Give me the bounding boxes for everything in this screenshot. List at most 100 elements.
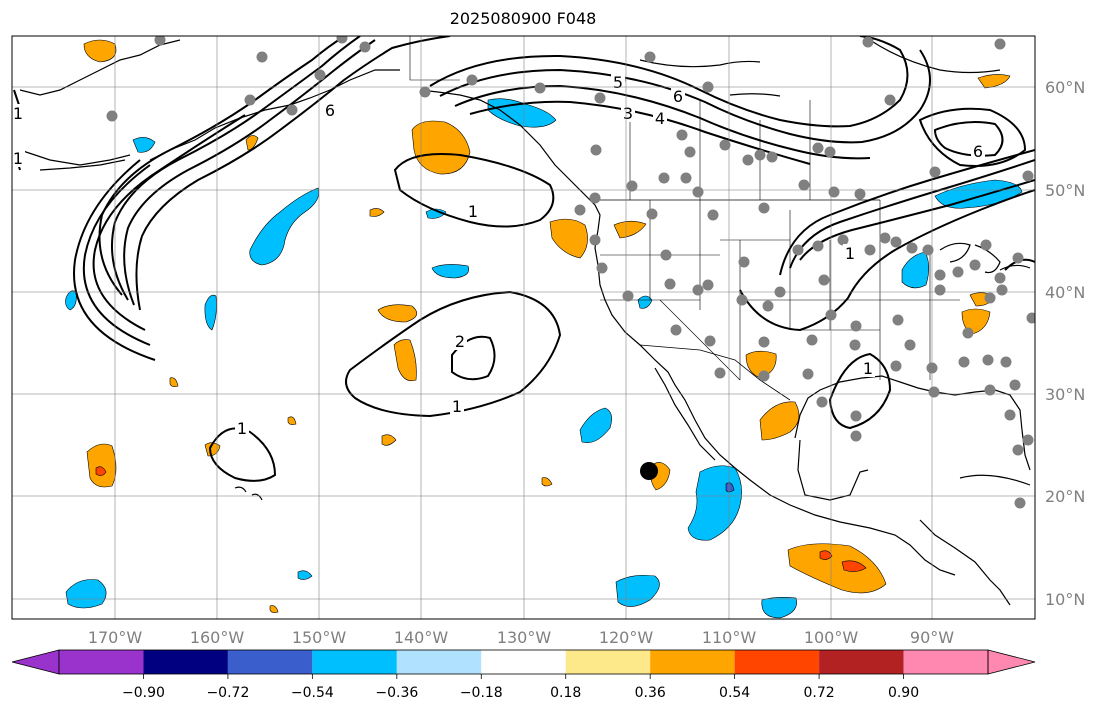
station-dot xyxy=(818,274,830,286)
station-dot xyxy=(590,144,602,156)
contour-line xyxy=(439,49,931,144)
station-dot xyxy=(816,396,828,408)
station-dot xyxy=(828,186,840,198)
strong-positive-patch xyxy=(95,466,107,476)
station-dot xyxy=(1009,379,1021,391)
station-dot xyxy=(934,284,946,296)
station-dot xyxy=(359,41,371,53)
colorbar-segment xyxy=(227,650,313,674)
station-dot xyxy=(574,204,586,216)
station-dot xyxy=(707,209,719,221)
positive-patch xyxy=(377,304,418,323)
longitude-label: 150°W xyxy=(292,628,347,647)
station-dot xyxy=(890,360,902,372)
contour-label: 1 xyxy=(13,104,23,123)
station-dot xyxy=(154,36,166,46)
contour-line xyxy=(789,159,1035,269)
colorbar-tick-label: −0.90 xyxy=(122,685,165,701)
positive-patch xyxy=(245,135,259,151)
station-dot xyxy=(906,242,918,254)
contour-label-background xyxy=(611,73,625,91)
station-dot xyxy=(1012,252,1024,264)
positive-patch xyxy=(83,39,117,63)
positive-patch xyxy=(549,218,588,259)
station-dot xyxy=(244,94,256,106)
longitude-labels: 170°W 160°W 150°W 140°W 130°W 120°W 110°W 100°W… xyxy=(88,628,954,647)
longitude-label: 100°W xyxy=(804,628,859,647)
station-dot xyxy=(864,244,876,256)
station-dot xyxy=(980,239,992,251)
contour-label: 1 xyxy=(237,419,247,438)
latitude-label: 50°N xyxy=(1045,181,1085,200)
colorbar-tick-label: −0.54 xyxy=(291,685,334,701)
contour-label: 6 xyxy=(973,142,983,161)
graticule xyxy=(12,36,1035,619)
negative-patch xyxy=(249,187,319,266)
contour-label-background xyxy=(621,104,635,122)
station-dot xyxy=(798,179,810,191)
latitude-labels: 10°N 20°N 30°N 40°N 50°N 60°N xyxy=(1045,78,1085,609)
positive-patch xyxy=(541,477,553,487)
station-dot xyxy=(736,294,748,306)
station-dot xyxy=(929,166,941,178)
station-dot xyxy=(719,139,731,151)
station-dot xyxy=(884,94,896,106)
station-dot xyxy=(802,368,814,380)
contour-label: 5 xyxy=(613,73,623,92)
station-dot xyxy=(596,262,608,274)
positive-patch xyxy=(411,120,471,175)
station-dot xyxy=(314,69,326,81)
station-dot xyxy=(806,334,818,346)
contour-label: 4 xyxy=(655,109,665,128)
station-dot xyxy=(589,192,601,204)
contour-label-background xyxy=(843,244,857,262)
station-dot xyxy=(958,356,970,368)
colorbar-segment xyxy=(396,650,482,674)
contour-label-background xyxy=(466,202,480,220)
map-background xyxy=(12,36,1035,619)
contour-label: 1 xyxy=(13,149,23,168)
station-dot xyxy=(594,92,606,104)
station-dot xyxy=(646,208,658,220)
station-dot xyxy=(994,38,1006,50)
contour-line xyxy=(110,36,361,301)
station-dot xyxy=(996,284,1008,296)
station-dot xyxy=(952,266,964,278)
station-dot xyxy=(922,244,934,256)
contour-label: 1 xyxy=(863,359,873,378)
station-dot xyxy=(1022,170,1034,182)
colorbar-segment xyxy=(59,650,144,674)
colorbar-segment xyxy=(143,650,228,674)
colorbar-tick-label: −0.18 xyxy=(460,685,503,701)
station-dot xyxy=(1000,356,1012,368)
station-dot xyxy=(824,146,836,158)
positive-patch xyxy=(269,605,279,613)
station-dot xyxy=(336,36,348,44)
negative-patch xyxy=(204,294,217,331)
contour-line xyxy=(779,149,1035,276)
station-dot xyxy=(714,367,726,379)
colorbar xyxy=(11,649,1036,675)
contour-line xyxy=(393,153,555,228)
contour-label-background xyxy=(653,109,667,127)
negative-patch xyxy=(65,290,77,311)
colorbar-segment xyxy=(903,650,988,674)
station-dot xyxy=(692,186,704,198)
strong-positive-patch xyxy=(819,550,833,560)
latitude-label: 40°N xyxy=(1045,283,1085,302)
station-dot xyxy=(702,279,714,291)
negative-patch xyxy=(901,251,930,289)
contour-label-background xyxy=(12,104,25,122)
colorbar-segment xyxy=(565,650,651,674)
station-dot xyxy=(664,278,676,290)
colorbar-tick-label: 0.90 xyxy=(888,685,919,701)
storm-position-marker xyxy=(640,462,658,480)
latitude-label: 10°N xyxy=(1045,590,1085,609)
longitude-label: 170°W xyxy=(88,628,143,647)
station-dot xyxy=(934,269,946,281)
negative-patch xyxy=(761,597,797,619)
station-dot xyxy=(854,188,866,200)
colorbar-segment xyxy=(312,650,397,674)
contour-label: 1 xyxy=(845,244,855,263)
positive-patch xyxy=(745,350,777,379)
